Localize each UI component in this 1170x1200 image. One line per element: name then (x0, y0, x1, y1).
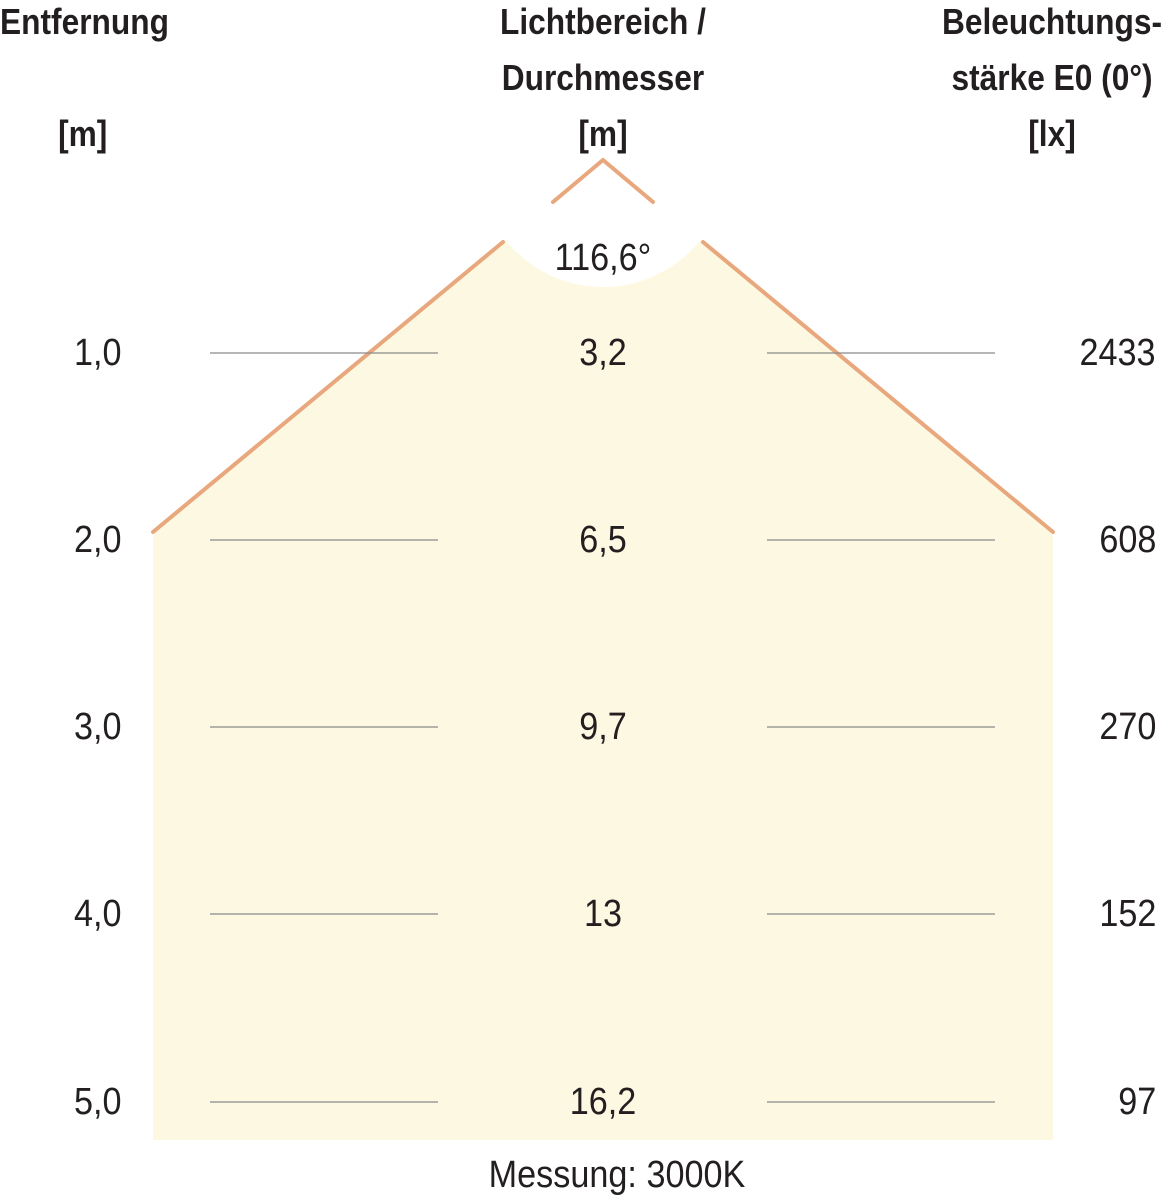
distance-header-unit: [m] (58, 113, 108, 154)
beam-angle-label: 116,6° (554, 237, 652, 279)
measurement-note: Messung: 3000K (488, 1154, 746, 1196)
distance-value: 3,0 (74, 706, 122, 748)
diameter-header-line1: Lichtbereich / (500, 1, 706, 42)
distance-header-spacer (0, 50, 169, 106)
beam-edge-right (701, 240, 1055, 534)
distance-value: 5,0 (74, 1081, 122, 1123)
row-guide-lines (210, 352, 995, 1103)
diameter-header: Lichtbereich / Durchmesser [m] (500, 0, 706, 162)
illuminance-header-line2: stärke E0 (0°) (951, 57, 1153, 98)
diameter-value: 6,5 (579, 519, 627, 561)
diameter-value: 13 (583, 893, 623, 935)
distance-header-title: Entfernung (0, 1, 169, 42)
diameter-header-unit: [m] (578, 113, 628, 154)
illuminance-value: 2433 (1079, 332, 1156, 374)
illuminance-value: 270 (1098, 706, 1156, 748)
diameter-value: 3,2 (579, 332, 627, 374)
diameter-header-line2: Durchmesser (501, 57, 705, 98)
apex-edge-right (601, 158, 655, 204)
illuminance-header-line1: Beleuchtungs- (941, 1, 1162, 42)
apex-edge-left (551, 158, 605, 204)
illuminance-value: 97 (1117, 1081, 1156, 1123)
distance-value: 2,0 (74, 519, 122, 561)
illuminance-header-unit: [lx] (1028, 113, 1076, 154)
illuminance-value: 608 (1098, 519, 1156, 561)
distance-value: 4,0 (74, 893, 122, 935)
distance-value: 1,0 (74, 332, 122, 374)
illuminance-header: Beleuchtungs- stärke E0 (0°) [lx] (942, 0, 1162, 162)
illuminance-value: 152 (1098, 893, 1156, 935)
beam-edge-left (151, 240, 505, 534)
diameter-value: 16,2 (569, 1081, 637, 1123)
diameter-value: 9,7 (579, 706, 627, 748)
distance-header: Entfernung [m] (0, 0, 169, 162)
light-beam-area (153, 160, 1053, 1140)
